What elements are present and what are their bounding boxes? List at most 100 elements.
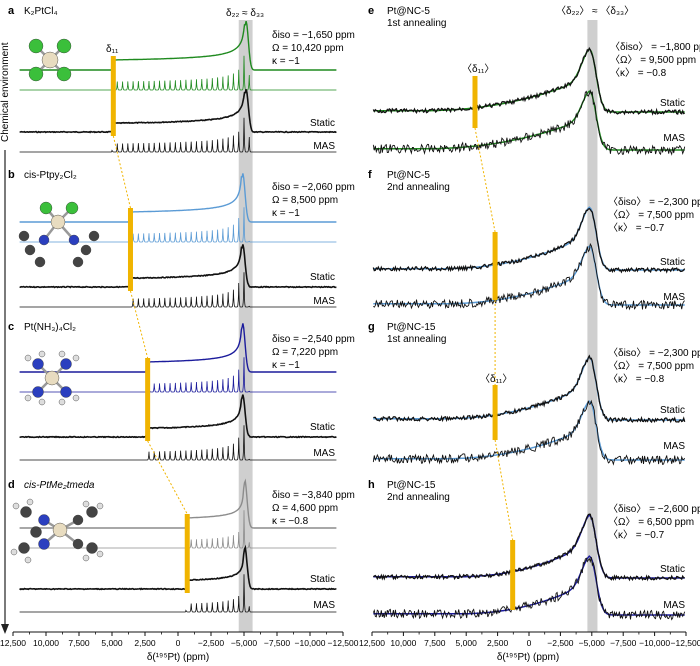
panel-letter-d: d — [8, 479, 15, 491]
delta11-bar-e — [472, 76, 478, 128]
svg-text:〈δiso〉 = −2,300 ppm: 〈δiso〉 = −2,300 ppm — [608, 347, 700, 359]
hydrogen-atom — [24, 556, 32, 564]
hydrogen-atom — [72, 394, 80, 402]
band-right — [587, 20, 598, 632]
svg-text:〈κ〉 = −0.7: 〈κ〉 = −0.7 — [608, 529, 665, 541]
trace-labels: Static MAS Static MAS Static MAS Static … — [310, 98, 685, 611]
svg-text:Static: Static — [310, 118, 335, 129]
carbon-atom — [20, 506, 32, 518]
panel-letter-f: f — [368, 169, 372, 181]
hydrogen-atom — [82, 554, 90, 562]
hydrogen-atom — [96, 550, 104, 558]
axis-tick-label: −12,500 — [671, 638, 700, 648]
svg-text:δiso = −1,650 ppm: δiso = −1,650 ppm — [272, 30, 355, 41]
title-f: Pt@NC-5 — [387, 170, 430, 181]
spectra-layer — [19, 20, 686, 621]
exp-mas-g — [372, 399, 686, 466]
axis-tick-label: −2,500 — [547, 638, 574, 648]
exp-mas-a — [19, 117, 337, 153]
svg-text:Static: Static — [310, 574, 335, 585]
nitrogen-atom — [38, 234, 50, 246]
right-shift-band — [587, 20, 598, 632]
exp-mas-b — [19, 272, 337, 308]
exp-static-b — [19, 244, 337, 289]
title-g: Pt@NC-15 — [387, 322, 436, 333]
shared-label-left: δ₂₂ ≈ δ₃₃ — [226, 8, 264, 19]
panel-letter-a: a — [8, 5, 15, 17]
exp-static-g — [373, 354, 686, 424]
sim-static-b — [19, 173, 337, 223]
svg-text:MAS: MAS — [313, 296, 335, 307]
carbon-atom — [34, 256, 46, 268]
platinum-atom — [41, 51, 59, 69]
params-d: δiso = −3,840 ppm Ω = 4,600 ppm κ = −0.8 — [272, 490, 355, 527]
svg-text:MAS: MAS — [313, 600, 335, 611]
axis-tick-label: −7,500 — [264, 638, 291, 648]
params-a: δiso = −1,650 ppm Ω = 10,420 ppm κ = −1 — [272, 30, 355, 67]
svg-text:δiso = −3,840 ppm: δiso = −3,840 ppm — [272, 490, 355, 501]
svg-text:〈κ〉 = −0.7: 〈κ〉 = −0.7 — [608, 222, 665, 234]
svg-text:MAS: MAS — [663, 133, 685, 144]
carbon-atom — [18, 230, 30, 242]
hydrogen-atom — [58, 350, 66, 358]
svg-text:MAS: MAS — [663, 441, 685, 452]
platinum-atom — [50, 214, 66, 230]
axis-tick-label: 10,000 — [390, 638, 416, 648]
hydrogen-atom — [12, 502, 20, 510]
svg-text:Ω = 4,600 ppm: Ω = 4,600 ppm — [272, 503, 338, 514]
params-e: 〈δiso〉 = −1,800 ppm 〈Ω〉 = 9,500 ppm 〈κ〉 … — [610, 41, 700, 79]
title-c: Pt(NH₃)₄Cl₂ — [24, 322, 76, 333]
svg-text:〈Ω〉 = 7,500 ppm: 〈Ω〉 = 7,500 ppm — [608, 360, 694, 372]
delta11-label-a: δ₁₁ — [106, 44, 119, 55]
delta11-connector-b — [129, 290, 149, 359]
delta11-connector-g — [494, 439, 514, 541]
platinum-atom — [44, 370, 60, 386]
exp-mas-h — [372, 556, 686, 621]
svg-text:MAS: MAS — [663, 292, 685, 303]
svg-text:κ = −1: κ = −1 — [272, 360, 300, 371]
svg-text:Static: Static — [660, 405, 685, 416]
x-axis-label-right: δ(¹⁹⁵Pt) (ppm) — [497, 652, 559, 663]
axis-tick-label: 2,500 — [487, 638, 509, 648]
nitrogen-atom — [32, 386, 44, 398]
delta11-connector-a — [112, 135, 131, 209]
chlorine-atom — [56, 38, 72, 54]
svg-text:κ = −1: κ = −1 — [272, 208, 300, 219]
title-b: cis-Ptpy₂Cl₂ — [24, 170, 77, 181]
carbon-atom — [24, 244, 36, 256]
hydrogen-atom — [10, 548, 18, 556]
carbon-atom — [72, 538, 84, 550]
panel-letter-h: h — [368, 479, 375, 491]
delta11-bar-h — [510, 540, 516, 610]
hydrogen-atom — [38, 350, 46, 358]
svg-text:Ω = 10,420 ppm: Ω = 10,420 ppm — [272, 43, 344, 54]
svg-text:〈Ω〉 = 9,500 ppm: 〈Ω〉 = 9,500 ppm — [610, 54, 696, 66]
svg-text:Static: Static — [660, 98, 685, 109]
axis-tick-label: 5,000 — [101, 638, 123, 648]
delta11-bar-a — [110, 56, 116, 136]
sim-mas-a — [19, 55, 337, 91]
axis-tick-label: 12,500 — [0, 638, 26, 648]
exp-static-f — [372, 207, 686, 274]
svg-text:Static: Static — [660, 257, 685, 268]
subtitle-g: 1st annealing — [387, 334, 447, 345]
sim-static-c — [19, 323, 337, 373]
svg-text:〈Ω〉 = 7,500 ppm: 〈Ω〉 = 7,500 ppm — [608, 209, 694, 221]
svg-text:Static: Static — [660, 564, 685, 575]
carbon-atom — [30, 526, 42, 538]
chlorine-atom — [28, 66, 44, 82]
chlorine-atom — [56, 66, 72, 82]
x-axis-left: 12,500 10,000 7,500 5,000 2,500 0 −2,500 −5,000… — [0, 631, 359, 648]
hydrogen-atom — [58, 398, 66, 406]
nitrogen-atom — [32, 358, 44, 370]
delta11-label-g: 〈δ₁₁〉 — [480, 373, 512, 385]
svg-text:〈κ〉 = −0.8: 〈κ〉 = −0.8 — [610, 67, 667, 79]
title-h: Pt@NC-15 — [387, 480, 436, 491]
svg-text:MAS: MAS — [313, 448, 335, 459]
exp-static-c — [19, 394, 337, 439]
delta11-bar-f — [492, 232, 498, 300]
title-d: cis-PtMe₂tmeda — [24, 480, 95, 491]
axis-tick-label: −5,000 — [231, 638, 258, 648]
panel-letter-g: g — [368, 321, 375, 333]
